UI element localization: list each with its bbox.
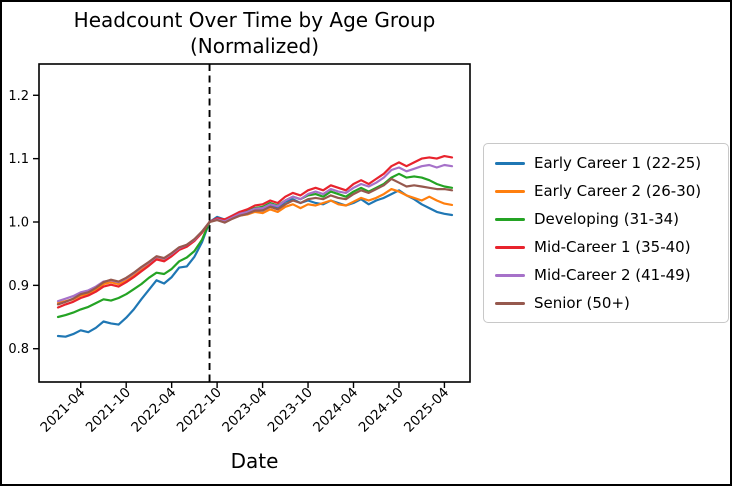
legend-line-swatch	[495, 301, 525, 305]
x-tick-label: 2024-10	[356, 385, 407, 436]
x-tick-label: 2025-04	[401, 385, 452, 436]
x-axis-label: Date	[230, 449, 279, 473]
legend-item: Early Career 1 (22-25)	[492, 154, 720, 172]
legend-label: Early Career 2 (26-30)	[534, 182, 702, 200]
x-tick-label: 2021-10	[83, 385, 134, 436]
series-line-3	[56, 155, 454, 309]
legend-line-swatch	[495, 245, 525, 249]
x-tick-label: 2024-04	[310, 385, 361, 436]
chart-subtitle: (Normalized)	[189, 34, 320, 58]
legend-line-swatch	[495, 217, 525, 221]
legend: Early Career 1 (22-25) Early Career 2 (2…	[483, 143, 729, 323]
series-line-5	[56, 177, 454, 306]
legend-line-swatch	[495, 189, 525, 193]
legend-label: Senior (50+)	[534, 294, 630, 312]
y-tick-label: 1.0	[8, 216, 29, 231]
y-tick-label: 1.2	[8, 89, 29, 104]
x-tick-label: 2023-04	[219, 385, 270, 436]
series-line-2	[56, 172, 454, 319]
legend-item: Early Career 2 (26-30)	[492, 182, 720, 200]
legend-label: Mid-Career 2 (41-49)	[534, 266, 691, 284]
y-tick-label: 0.8	[8, 342, 29, 357]
x-tick-label: 2021-04	[37, 385, 88, 436]
legend-line-swatch	[495, 161, 525, 165]
legend-item: Mid-Career 1 (35-40)	[492, 238, 720, 256]
legend-label: Developing (31-34)	[534, 210, 680, 228]
legend-item: Mid-Career 2 (41-49)	[492, 266, 720, 284]
legend-label: Early Career 1 (22-25)	[534, 154, 702, 172]
legend-item: Developing (31-34)	[492, 210, 720, 228]
legend-line-swatch	[495, 273, 525, 277]
x-tick-label: 2023-10	[265, 385, 316, 436]
y-tick-label: 1.1	[8, 152, 29, 167]
y-tick-label: 0.9	[8, 279, 29, 294]
series-line-1	[56, 188, 454, 305]
chart-title-block: Headcount Over Time by Age Group (Normal…	[2, 7, 507, 59]
legend-item: Senior (50+)	[492, 294, 720, 312]
axes-frame	[38, 63, 471, 383]
x-tick-label: 2022-04	[128, 385, 179, 436]
legend-label: Mid-Career 1 (35-40)	[534, 238, 691, 256]
chart-title: Headcount Over Time by Age Group	[73, 8, 436, 32]
x-tick-label: 2022-10	[174, 385, 225, 436]
